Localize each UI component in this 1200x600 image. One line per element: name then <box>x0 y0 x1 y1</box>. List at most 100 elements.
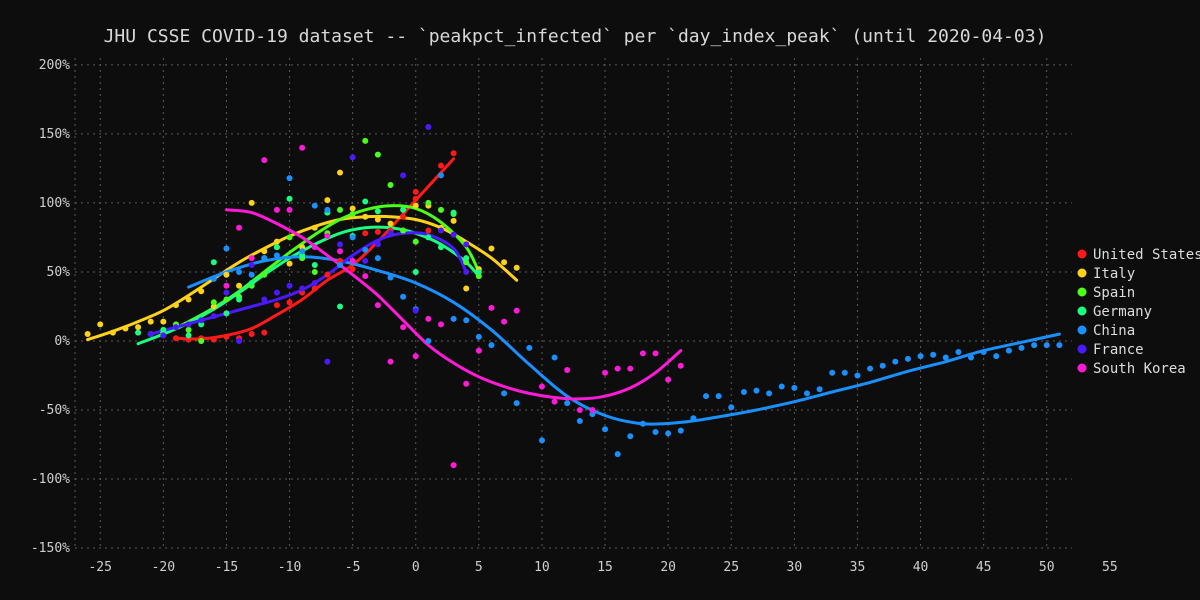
data-point-china <box>980 349 987 355</box>
data-point-south-korea <box>677 362 684 369</box>
data-point-united-states <box>437 162 444 169</box>
x-tick-label: -15 <box>215 560 238 575</box>
data-point-spain <box>311 268 318 275</box>
data-point-china <box>475 333 482 340</box>
x-tick-label: 50 <box>1039 560 1055 575</box>
data-point-united-states <box>412 195 419 202</box>
data-point-south-korea <box>652 350 659 357</box>
data-point-south-korea <box>602 369 609 376</box>
data-point-france <box>172 324 179 331</box>
data-point-spain <box>185 326 192 333</box>
data-point-china <box>639 420 646 427</box>
legend-label-germany: Germany <box>1093 304 1152 320</box>
data-point-china <box>299 248 306 255</box>
data-point-germany <box>135 329 142 336</box>
data-point-italy <box>122 325 129 332</box>
legend-marker-spain <box>1077 287 1087 297</box>
x-tick-label: -25 <box>88 560 111 575</box>
data-point-china <box>652 429 659 436</box>
data-point-china <box>1056 342 1063 349</box>
legend-label-south-korea: South Korea <box>1093 361 1186 377</box>
data-point-china <box>261 255 268 262</box>
data-point-france <box>248 262 255 269</box>
y-tick-label: 50% <box>47 265 71 280</box>
data-point-italy <box>84 331 91 338</box>
data-point-france <box>185 321 192 328</box>
grid <box>75 58 1072 549</box>
data-point-south-korea <box>349 257 356 264</box>
data-point-italy <box>97 321 104 328</box>
data-point-south-korea <box>400 324 407 331</box>
axes: -25 -20 -15 -10 -5 0 5 10 15 20 25 30 35 40 45 50 55 200%… <box>31 58 1118 575</box>
data-point-germany <box>475 268 482 275</box>
data-point-france <box>437 227 444 234</box>
data-point-south-korea <box>273 206 280 213</box>
data-point-france <box>349 154 356 161</box>
data-point-china <box>1043 342 1050 349</box>
x-tick-label: 0 <box>412 560 420 575</box>
data-point-china <box>210 275 217 282</box>
data-point-spain <box>387 181 394 188</box>
data-point-south-korea <box>261 157 268 164</box>
data-point-italy <box>450 217 457 224</box>
data-point-italy <box>349 205 356 212</box>
data-point-italy <box>374 216 381 223</box>
data-point-france <box>210 313 217 320</box>
data-point-germany <box>273 244 280 251</box>
data-point-china <box>968 354 975 361</box>
data-point-china <box>602 426 609 433</box>
data-point-spain <box>437 206 444 213</box>
data-point-france <box>273 289 280 296</box>
data-point-germany <box>236 296 243 303</box>
data-point-south-korea <box>627 365 634 372</box>
data-point-china <box>1005 347 1012 354</box>
data-point-spain <box>223 296 230 303</box>
data-point-china <box>1018 344 1025 351</box>
data-point-france <box>412 307 419 314</box>
data-point-spain <box>425 199 432 206</box>
data-point-china <box>236 268 243 275</box>
data-point-south-korea <box>463 380 470 387</box>
data-point-spain <box>374 151 381 158</box>
legend-marker-china <box>1077 325 1087 335</box>
data-point-china <box>374 255 381 262</box>
data-point-china <box>551 354 558 361</box>
data-point-china <box>627 433 634 440</box>
data-point-china <box>387 274 394 281</box>
data-point-china <box>450 315 457 322</box>
legend-marker-italy <box>1077 268 1087 278</box>
data-point-south-korea <box>551 398 558 405</box>
x-tick-label: 15 <box>597 560 613 575</box>
data-point-united-states <box>374 228 381 235</box>
data-point-china <box>993 353 1000 360</box>
data-point-italy <box>337 169 344 176</box>
y-tick-label: -100% <box>31 472 70 487</box>
data-point-south-korea <box>311 244 318 251</box>
data-point-germany <box>374 208 381 215</box>
data-point-south-korea <box>286 206 293 213</box>
data-point-china <box>917 353 924 360</box>
data-point-italy <box>311 224 318 231</box>
data-point-germany <box>248 279 255 286</box>
x-tick-label: 45 <box>976 560 992 575</box>
data-point-united-states <box>349 266 356 273</box>
data-point-china <box>589 411 596 418</box>
data-point-germany <box>311 262 318 269</box>
data-point-spain <box>463 259 470 266</box>
data-point-germany <box>160 326 167 333</box>
legend-marker-germany <box>1077 306 1087 316</box>
data-point-china <box>501 390 508 397</box>
data-point-united-states <box>210 336 217 343</box>
data-point-united-states <box>425 227 432 234</box>
data-point-china <box>854 372 861 379</box>
data-points <box>84 124 1063 469</box>
x-tick-label: 35 <box>850 560 866 575</box>
data-point-france <box>400 172 407 179</box>
trend-line-china <box>187 255 1061 426</box>
data-point-china <box>879 362 886 369</box>
legend: United States Italy Spain Germany China Franc… <box>1077 247 1200 377</box>
data-point-china <box>791 384 798 391</box>
data-point-germany <box>223 310 230 317</box>
data-point-italy <box>185 296 192 303</box>
data-point-italy <box>299 244 306 251</box>
